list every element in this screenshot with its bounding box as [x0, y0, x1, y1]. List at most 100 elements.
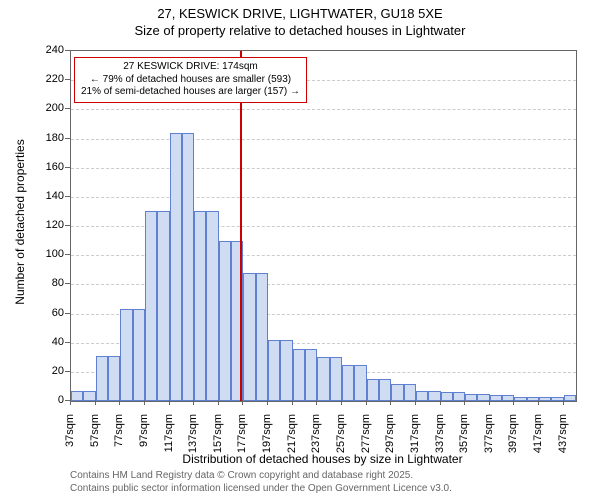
- y-tick-mark: [65, 342, 70, 343]
- annotation-line-3: 21% of semi-detached houses are larger (…: [81, 86, 300, 99]
- y-tick-label: 0: [34, 394, 64, 406]
- histogram-bar: [379, 379, 391, 401]
- histogram-bar: [145, 211, 157, 401]
- y-axis-label: Number of detached properties: [13, 122, 27, 322]
- x-tick-mark: [538, 400, 539, 405]
- grid-line: [71, 139, 576, 140]
- y-tick-label: 160: [34, 161, 64, 173]
- title-block: 27, KESWICK DRIVE, LIGHTWATER, GU18 5XE …: [0, 6, 600, 38]
- histogram-bar: [490, 395, 502, 401]
- x-tick-label: 417sqm: [532, 414, 544, 454]
- y-tick-label: 100: [34, 248, 64, 260]
- x-tick-label: 337sqm: [434, 414, 446, 454]
- x-tick-mark: [316, 400, 317, 405]
- x-tick-label: 317sqm: [409, 414, 421, 454]
- x-tick-mark: [563, 400, 564, 405]
- x-tick-label: 357sqm: [458, 414, 470, 454]
- x-tick-label: 37sqm: [64, 414, 76, 454]
- y-tick-label: 180: [34, 132, 64, 144]
- x-tick-mark: [415, 400, 416, 405]
- x-tick-mark: [489, 400, 490, 405]
- histogram-bar: [96, 356, 108, 401]
- histogram-bar: [330, 357, 342, 401]
- histogram-bar: [243, 273, 255, 401]
- x-tick-mark: [267, 400, 268, 405]
- y-tick-label: 40: [34, 336, 64, 348]
- x-tick-label: 237sqm: [310, 414, 322, 454]
- footer-line-1: Contains HM Land Registry data © Crown c…: [70, 470, 413, 481]
- marker-line: [240, 51, 242, 401]
- histogram-bar: [182, 133, 194, 401]
- x-tick-label: 197sqm: [261, 414, 273, 454]
- histogram-bar: [219, 241, 231, 401]
- histogram-bar: [268, 340, 280, 401]
- histogram-bar: [564, 395, 576, 401]
- x-tick-label: 297sqm: [384, 414, 396, 454]
- y-tick-mark: [65, 79, 70, 80]
- annotation-line-1: 27 KESWICK DRIVE: 174sqm: [81, 61, 300, 74]
- histogram-bar: [465, 394, 477, 401]
- y-tick-label: 200: [34, 102, 64, 114]
- x-tick-label: 277sqm: [360, 414, 372, 454]
- y-tick-label: 60: [34, 307, 64, 319]
- y-tick-mark: [65, 138, 70, 139]
- x-tick-label: 437sqm: [557, 414, 569, 454]
- x-tick-label: 57sqm: [89, 414, 101, 454]
- x-tick-label: 397sqm: [507, 414, 519, 454]
- x-tick-mark: [513, 400, 514, 405]
- chart-title-2: Size of property relative to detached ho…: [0, 23, 600, 38]
- histogram-bar: [441, 392, 453, 401]
- histogram-bar: [539, 397, 551, 401]
- histogram-bar: [280, 340, 292, 401]
- x-tick-mark: [341, 400, 342, 405]
- histogram-bar: [342, 365, 354, 401]
- y-tick-label: 140: [34, 190, 64, 202]
- histogram-bar: [157, 211, 169, 401]
- histogram-bar: [416, 391, 428, 401]
- plot-area: [70, 50, 577, 402]
- x-tick-label: 217sqm: [286, 414, 298, 454]
- footer-line-2: Contains public sector information licen…: [70, 483, 452, 494]
- histogram-bar: [391, 384, 403, 402]
- x-tick-label: 137sqm: [187, 414, 199, 454]
- histogram-bar: [317, 357, 329, 401]
- x-tick-mark: [95, 400, 96, 405]
- y-tick-mark: [65, 225, 70, 226]
- x-tick-mark: [218, 400, 219, 405]
- x-tick-label: 97sqm: [138, 414, 150, 454]
- y-tick-mark: [65, 50, 70, 51]
- x-tick-mark: [169, 400, 170, 405]
- x-tick-mark: [440, 400, 441, 405]
- x-tick-mark: [464, 400, 465, 405]
- x-tick-mark: [366, 400, 367, 405]
- x-tick-mark: [390, 400, 391, 405]
- y-tick-label: 80: [34, 277, 64, 289]
- y-tick-label: 240: [34, 44, 64, 56]
- x-axis-label: Distribution of detached houses by size …: [70, 452, 575, 466]
- histogram-bar: [194, 211, 206, 401]
- grid-line: [71, 109, 576, 110]
- histogram-bar: [133, 309, 145, 401]
- y-tick-label: 20: [34, 365, 64, 377]
- histogram-bar: [305, 349, 317, 402]
- x-tick-label: 77sqm: [113, 414, 125, 454]
- y-tick-mark: [65, 254, 70, 255]
- x-tick-label: 117sqm: [163, 414, 175, 454]
- histogram-bar: [71, 391, 83, 401]
- chart-title-1: 27, KESWICK DRIVE, LIGHTWATER, GU18 5XE: [0, 6, 600, 21]
- histogram-bar: [170, 133, 182, 401]
- y-tick-mark: [65, 313, 70, 314]
- x-tick-mark: [70, 400, 71, 405]
- histogram-bar: [514, 397, 526, 401]
- histogram-bar: [404, 384, 416, 402]
- histogram-bar: [293, 349, 305, 402]
- y-tick-mark: [65, 108, 70, 109]
- y-tick-label: 120: [34, 219, 64, 231]
- x-tick-mark: [144, 400, 145, 405]
- y-tick-label: 220: [34, 73, 64, 85]
- x-tick-label: 377sqm: [483, 414, 495, 454]
- x-tick-mark: [119, 400, 120, 405]
- x-tick-mark: [292, 400, 293, 405]
- histogram-bar: [120, 309, 132, 401]
- grid-line: [71, 197, 576, 198]
